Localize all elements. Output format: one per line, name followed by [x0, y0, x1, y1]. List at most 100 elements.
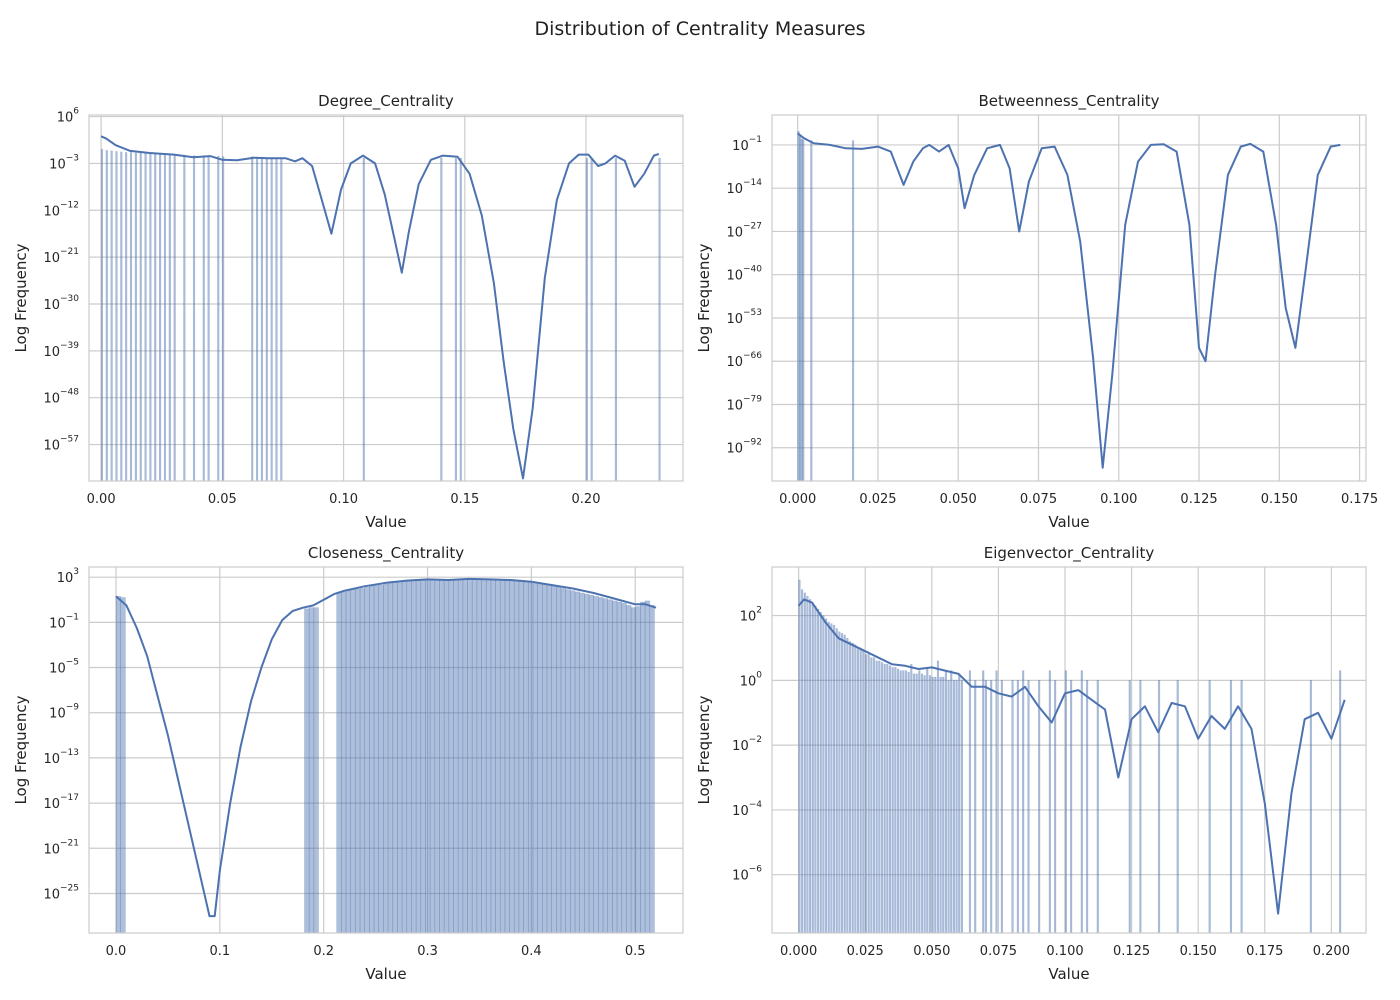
histogram-bar [485, 579, 492, 933]
chart-panel: 0.000 0.025 0.050 0.075 0.100 0.125 0.150 0.175… [695, 92, 1378, 531]
y-axis-label: Log Frequency [12, 695, 30, 804]
y-tick-label: 10−21 [43, 247, 79, 266]
x-tick-label: 0.15 [450, 492, 479, 507]
histogram-bar [499, 580, 506, 933]
histogram-bar [448, 579, 454, 933]
histogram-bar [110, 150, 113, 481]
histogram-bar [1240, 680, 1243, 933]
histogram-bar [313, 607, 319, 933]
histogram-bar [590, 157, 593, 481]
histogram-bar [125, 152, 128, 481]
x-tick-label: 0.000 [779, 492, 816, 507]
histogram-bar [859, 647, 862, 933]
histogram-bar [947, 680, 950, 933]
histogram-bar [896, 668, 900, 933]
histogram-bar [602, 598, 609, 933]
histogram-bar [626, 605, 632, 933]
y-tick-label: 10−3 [49, 153, 79, 172]
histogram-bar [806, 595, 809, 933]
histogram-bar [843, 634, 846, 933]
histogram-bar [364, 587, 370, 933]
histogram-bar [373, 585, 380, 933]
histogram-bar [870, 657, 873, 933]
y-tick-label: 10−53 [726, 308, 762, 327]
histogram-bar [872, 657, 876, 933]
histogram-bar [974, 680, 977, 933]
x-tick-label: 0.00 [87, 492, 116, 507]
histogram-bar [1096, 680, 1099, 933]
histogram-bar [802, 139, 805, 481]
histogram-bar [878, 660, 881, 933]
histogram-bar [830, 623, 833, 933]
y-tick-label: 10−2 [732, 735, 762, 754]
histogram-bar [401, 581, 408, 933]
histogram-bar [154, 153, 157, 481]
histogram-bar [476, 579, 482, 933]
histogram-bar [509, 580, 515, 933]
histogram-bar [955, 680, 958, 933]
plot-frame [771, 566, 1367, 934]
y-tick-label: 103 [57, 567, 79, 586]
histogram-bar [910, 663, 913, 933]
histogram-bar [894, 667, 897, 933]
histogram-bar [304, 608, 310, 933]
histogram-bars [100, 149, 661, 481]
histogram-bar [495, 579, 501, 933]
histogram-bar [362, 157, 365, 481]
histogram-bar [1022, 670, 1025, 933]
histogram-bar [541, 584, 548, 933]
histogram-bar [355, 588, 361, 933]
histogram-bar [1139, 680, 1142, 933]
histogram-bar [546, 584, 552, 933]
y-tick-label: 10−14 [726, 178, 762, 197]
y-tick-label: 10−6 [732, 865, 762, 884]
kde-line [797, 132, 1341, 469]
x-tick-label: 0.100 [1100, 492, 1137, 507]
histogram-bar [1208, 680, 1211, 933]
figure-title: Distribution of Centrality Measures [534, 18, 865, 40]
histogram-bar [270, 157, 273, 481]
histogram-bar [260, 156, 264, 481]
histogram-bar [995, 670, 998, 933]
histogram-bar [120, 597, 126, 933]
y-tick-label: 10−79 [726, 394, 762, 413]
x-tick-label: 0.150 [1180, 944, 1217, 959]
y-tick-label: 10−1 [732, 135, 762, 154]
histogram-bar [1128, 680, 1131, 933]
histogram-bar [907, 671, 910, 933]
histogram-bar [1048, 670, 1051, 933]
histogram-bar [800, 138, 803, 481]
y-tick-label: 100 [740, 670, 763, 689]
x-axis-label: Value [365, 513, 406, 531]
histogram-bar [607, 599, 613, 933]
histogram-bar [934, 676, 937, 933]
histogram-bar [163, 153, 167, 481]
histogram-bar [345, 590, 351, 933]
histogram-bar [115, 151, 118, 481]
histogram-bar [1080, 670, 1083, 933]
histogram-bar [644, 600, 651, 933]
chart-panel: 0.0 0.1 0.2 0.3 0.4 0.5 103 10−1 10−5 10−9 10−13 10… [12, 544, 684, 983]
histogram-bar [462, 579, 468, 933]
x-axis-label: Value [365, 965, 406, 983]
histogram-bar [886, 663, 889, 933]
x-tick-label: 0.4 [521, 944, 542, 959]
histogram-bar [810, 140, 813, 481]
y-tick-label: 10−4 [732, 800, 762, 819]
histogram-bar [928, 675, 932, 933]
x-tick-label: 0.075 [1020, 492, 1057, 507]
x-tick-label: 0.05 [208, 492, 237, 507]
x-tick-label: 0.000 [780, 944, 817, 959]
kde-line [115, 577, 657, 918]
y-tick-label: 106 [57, 107, 80, 126]
histogram-bar [579, 592, 585, 933]
x-tick-label: 0.125 [1180, 492, 1217, 507]
y-tick-label: 10−17 [43, 793, 79, 812]
y-tick-label: 10−13 [43, 748, 79, 767]
histogram-bar [584, 593, 590, 933]
histogram-bar [105, 150, 108, 481]
histogram-bar [846, 637, 849, 933]
x-tick-label: 0.1 [210, 944, 231, 959]
histogram-bar [1229, 680, 1233, 933]
histogram-bar [392, 581, 398, 933]
